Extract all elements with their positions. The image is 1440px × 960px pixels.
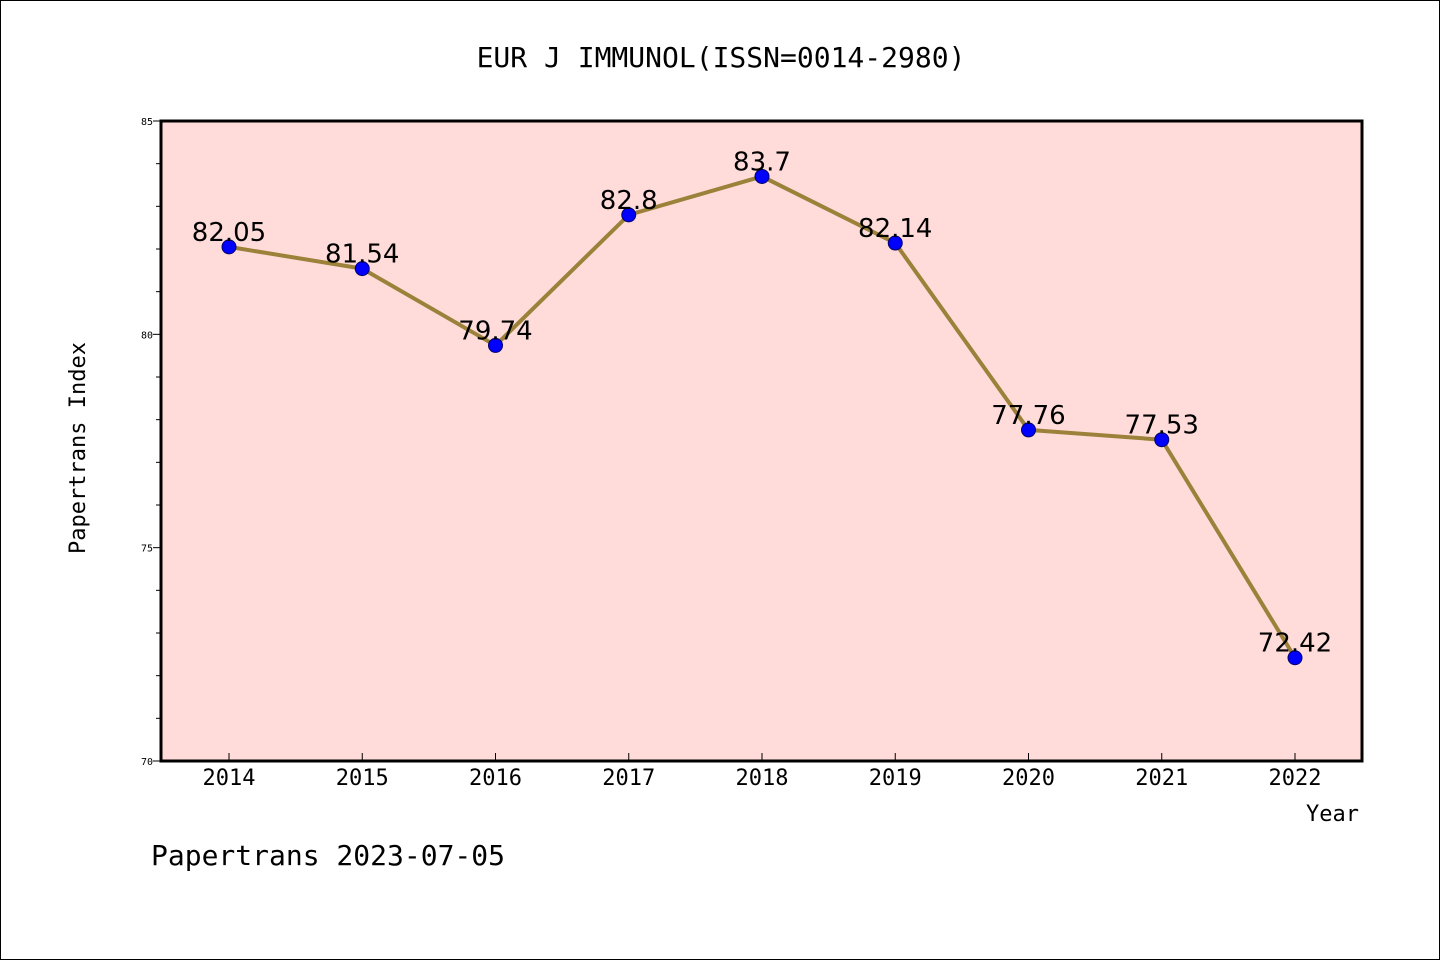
x-axis-label: Year	[1306, 802, 1359, 827]
data-label: 82.14	[858, 214, 932, 244]
data-point	[754, 168, 770, 184]
x-tick-label: 2014	[203, 766, 256, 791]
x-tick-label: 2020	[1002, 766, 1055, 791]
y-axis-ticks: 70 75 80 85	[141, 117, 161, 768]
y-axis-label: Papertrans Index	[66, 342, 91, 554]
x-tick-label: 2022	[1269, 766, 1322, 791]
x-tick-label: 2018	[736, 766, 789, 791]
chart-title: EUR J IMMUNOL(ISSN=0014-2980)	[477, 41, 966, 74]
data-point	[488, 337, 503, 353]
x-tick-label: 2017	[602, 766, 655, 791]
x-tick-label: 2021	[1135, 766, 1188, 791]
y-tick-label: 75	[141, 544, 153, 555]
plot-area	[161, 121, 1362, 761]
footer-credit: Papertrans 2023-07-05	[151, 839, 505, 872]
data-point	[221, 239, 237, 255]
y-tick-label: 70	[141, 757, 153, 768]
data-label: 82.8	[600, 186, 658, 216]
data-point	[1021, 422, 1036, 438]
data-label: 72.42	[1258, 629, 1332, 659]
data-points	[221, 168, 1303, 666]
data-label: 77.53	[1125, 411, 1199, 441]
data-point	[1154, 432, 1170, 448]
plot-border	[159, 119, 1364, 763]
data-point	[887, 235, 903, 251]
data-label: 83.7	[733, 147, 791, 177]
x-tick-label: 2015	[336, 766, 389, 791]
y-tick-label: 80	[141, 330, 153, 341]
data-label: 81.54	[325, 240, 399, 270]
data-label: 79.74	[458, 316, 532, 346]
data-point	[1287, 650, 1303, 666]
y-tick-label: 85	[141, 117, 153, 128]
x-tick-label: 2019	[869, 766, 922, 791]
data-label: 77.76	[991, 401, 1065, 431]
x-tick-label: 2016	[469, 766, 522, 791]
data-point	[621, 207, 637, 223]
data-point	[354, 261, 370, 277]
x-axis-ticks: 2014 2015 2016 2017 2018 2019 2020 2021 2022	[203, 753, 1322, 791]
data-labels: 82.05 81.54 79.74 82.8 83.7 82.14 77.76 77.53 72…	[192, 147, 1332, 658]
data-label: 82.05	[192, 218, 266, 248]
